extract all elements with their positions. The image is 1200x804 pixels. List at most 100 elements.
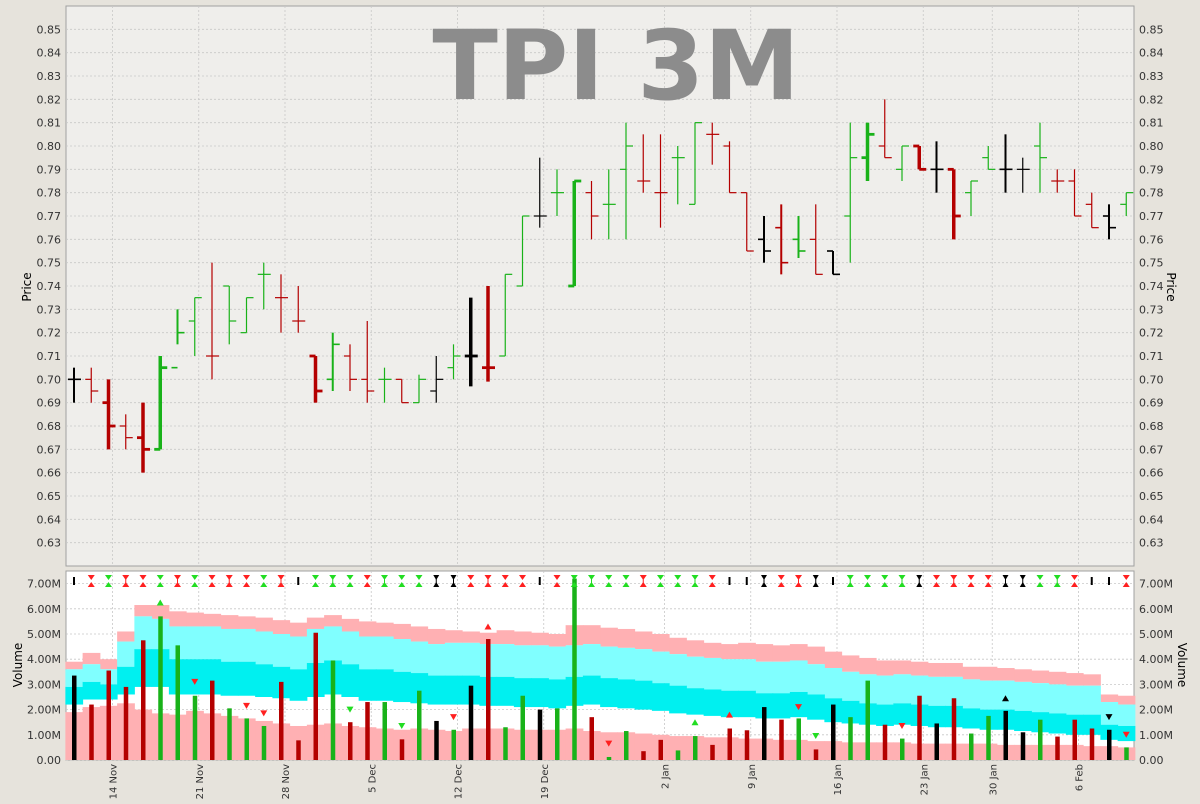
volume-band-inner [513, 678, 532, 708]
volume-band-outer [600, 627, 618, 647]
volume-band-mid [444, 642, 463, 676]
volume-band-inner [341, 664, 360, 697]
volume-band-inner [548, 679, 567, 709]
volume-band-mid [634, 649, 653, 681]
volume-band-outer [755, 644, 774, 662]
signal-arrow-top [260, 575, 268, 580]
signal-arrow-top [967, 575, 975, 580]
volume-band-inner [962, 708, 981, 729]
price-tick-label: 0.78 [1139, 187, 1164, 200]
signal-arrow-bottom [363, 582, 371, 587]
volume-tick-label: 5.00M [27, 628, 61, 641]
volume-band-mid [393, 639, 411, 672]
volume-band-outer [479, 632, 498, 645]
price-tick-label: 0.69 [37, 397, 62, 410]
volume-band-outer [772, 645, 791, 662]
volume-band-inner [358, 669, 377, 701]
volume-band-mid [531, 645, 549, 679]
volume-bar [89, 704, 94, 760]
date-tick-label: 19 Dec [540, 764, 551, 799]
volume-tick-label: 1.00M [1139, 729, 1173, 742]
volume-signal-marker [484, 623, 492, 630]
price-tick-label: 0.68 [37, 420, 62, 433]
signal-arrow-bottom [984, 582, 992, 587]
volume-band-inner [410, 673, 429, 704]
volume-band-inner [738, 690, 756, 718]
volume-band-inner [1014, 710, 1032, 732]
volume-band-mid [513, 645, 532, 679]
volume-bar [244, 718, 249, 760]
signal-arrow-top [208, 575, 216, 580]
price-tick-label: 0.76 [1139, 233, 1164, 246]
volume-band-inner [444, 675, 463, 705]
price-tick-label: 0.85 [1139, 23, 1164, 36]
price-tick-label: 0.64 [37, 513, 62, 526]
volume-band-outer [651, 634, 670, 652]
price-tick-label: 0.63 [37, 537, 62, 550]
price-tick-label: 0.67 [37, 443, 62, 456]
price-grid [66, 6, 1134, 566]
volume-band-inner [876, 704, 894, 726]
volume-bar [882, 724, 888, 760]
volume-band-outer [531, 632, 549, 646]
volume-bar [520, 695, 525, 760]
volume-band-outer [807, 646, 825, 665]
price-axis-left: 0.63 0.64 0.65 0.66 0.67 0.68 0.69 0.70 0.71 0.72… [37, 23, 62, 549]
signal-arrow-bottom [260, 582, 268, 587]
price-tick-label: 0.64 [1139, 513, 1164, 526]
volume-band-outer [548, 634, 567, 647]
date-tick-label: 30 Jan [988, 764, 999, 795]
signal-arrow-bottom [208, 582, 216, 587]
volume-bar [399, 739, 405, 760]
signal-arrow-top [87, 575, 95, 580]
signal-arrow-bottom [657, 582, 664, 587]
signal-arrow-bottom [501, 582, 509, 587]
signal-arrow-top [881, 575, 889, 580]
signal-arrow-top [398, 575, 406, 580]
volume-tick-label: 3.00M [27, 678, 61, 691]
volume-band-mid [82, 664, 101, 682]
volume-bar [710, 744, 715, 760]
price-tick-label: 0.84 [37, 47, 62, 60]
date-tick-label: 16 Jan [833, 764, 844, 795]
volume-band-outer [289, 622, 308, 637]
volume-band-mid [651, 651, 670, 684]
volume-band-mid [375, 636, 394, 670]
volume-axis-label-left: Volume [11, 643, 25, 688]
date-tick-label: 21 Nov [195, 764, 206, 800]
volume-tick-label: 2.00M [27, 704, 61, 717]
price-axis-label-left: Price [20, 272, 34, 301]
date-tick-label: 28 Nov [281, 764, 292, 800]
date-axis: 14 Nov 21 Nov 28 Nov 5 Dec 12 Dec 19 Dec 2 Jan… [109, 764, 1086, 800]
price-tick-label: 0.85 [37, 23, 62, 36]
volume-tick-label: 7.00M [1139, 578, 1173, 591]
volume-band-outer [910, 661, 929, 676]
price-tick-label: 0.75 [1139, 257, 1164, 270]
price-tick-label: 0.83 [1139, 70, 1164, 83]
volume-band-inner [841, 700, 860, 724]
volume-band-inner [651, 683, 670, 711]
volume-band-outer [341, 618, 360, 632]
volume-tick-label: 7.00M [27, 578, 61, 591]
volume-bar [900, 738, 905, 760]
volume-band-outer [1083, 674, 1101, 686]
volume-band-mid [720, 659, 739, 691]
volume-band-mid [289, 636, 308, 670]
volume-band-mid [272, 634, 291, 667]
volume-band-mid [134, 616, 153, 650]
signal-arrow-bottom [570, 582, 578, 587]
volume-bar [1020, 732, 1026, 760]
volume-bar [210, 680, 215, 760]
signal-arrow-bottom [312, 582, 319, 587]
volume-bar [106, 670, 111, 760]
volume-band-mid [548, 646, 567, 680]
volume-bar [572, 578, 577, 760]
volume-band-mid [168, 626, 187, 660]
volume-band-mid [186, 626, 204, 660]
date-tick-label: 5 Dec [367, 764, 378, 793]
volume-band-inner [203, 659, 222, 695]
volume-band-outer [996, 668, 1015, 681]
price-tick-label: 0.77 [1139, 210, 1164, 223]
price-tick-label: 0.75 [37, 257, 62, 270]
